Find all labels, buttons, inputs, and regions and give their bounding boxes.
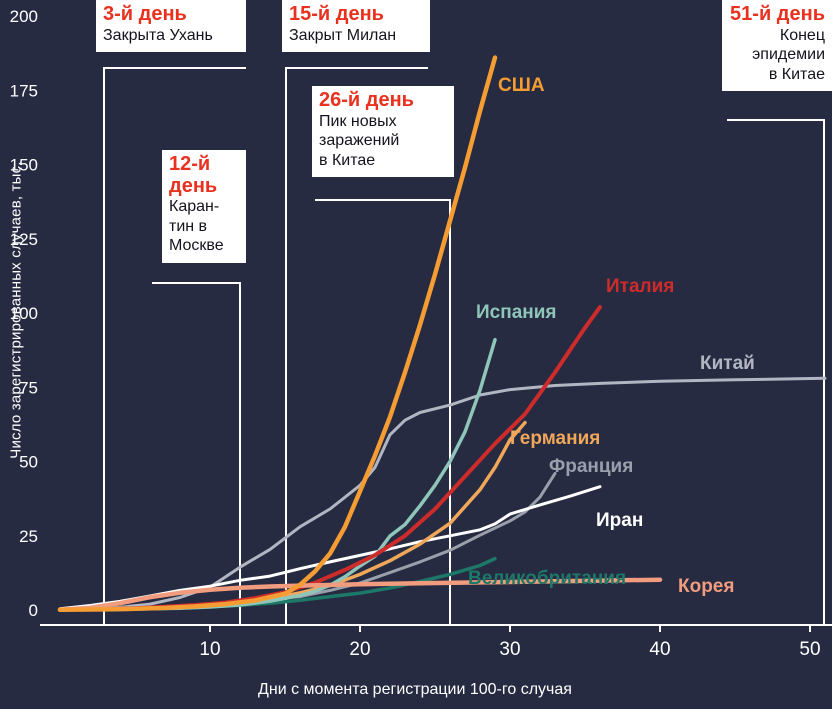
annotation-text: в Китае bbox=[319, 151, 376, 169]
annotation-bracket-day-12 bbox=[152, 282, 241, 624]
series-line-usa bbox=[57, 55, 498, 612]
y-tick-label: 125 bbox=[10, 230, 38, 249]
annotation-title: 26-й день bbox=[319, 89, 414, 111]
series-label-uk: Великобритания bbox=[468, 568, 627, 589]
y-tick-label: 100 bbox=[10, 304, 38, 323]
annotation-title: 51-й день bbox=[730, 3, 825, 25]
annotation-title: день bbox=[169, 174, 218, 197]
series-label-germany: Германия bbox=[510, 428, 601, 449]
y-tick-label: 50 bbox=[19, 453, 38, 472]
y-tick-label: 200 bbox=[10, 7, 38, 26]
annotation-day-3: 3-й день Закрыта Ухань bbox=[96, 0, 246, 53]
annotation-text: эпидемии bbox=[752, 46, 825, 64]
y-axis-title: Число зарегистрированных случаев, тыс. bbox=[7, 161, 25, 459]
annotation-text: тин в bbox=[169, 217, 208, 235]
series-label-china: Китай bbox=[700, 353, 755, 374]
x-tick-label: 30 bbox=[499, 639, 520, 660]
series-line-spain bbox=[58, 337, 497, 612]
y-tick-label: 150 bbox=[10, 156, 38, 175]
annotation-day-12: 12-й день Каран-тин в Москве bbox=[162, 150, 246, 263]
annotation-text: заражений bbox=[319, 132, 400, 150]
series-label-korea: Корея bbox=[678, 576, 735, 597]
y-tick-label: 0 bbox=[29, 601, 38, 620]
series-label-france: Франция bbox=[549, 456, 634, 477]
series-label-spain: Испания bbox=[476, 302, 557, 323]
annotation-text: Пик новых bbox=[319, 112, 397, 130]
y-tick-label: 75 bbox=[19, 378, 38, 397]
annotation-text: Каран- bbox=[169, 198, 220, 216]
annotation-bracket-day-51 bbox=[727, 119, 825, 624]
annotation-title: 3-й день bbox=[103, 3, 187, 25]
annotation-text: в Китае bbox=[768, 65, 825, 83]
annotation-day-15: 15-й день Закрыт Милан bbox=[282, 0, 430, 53]
y-tick-label: 175 bbox=[10, 81, 38, 100]
x-tick-label: 20 bbox=[349, 639, 370, 660]
annotation-day-51: 51-й день Конец эпидемии в Китае bbox=[722, 0, 832, 92]
annotation-day-26: 26-й день Пик новых заражений в Китае bbox=[312, 86, 454, 178]
annotation-text: Закрыта Ухань bbox=[103, 26, 213, 44]
series-line-italy bbox=[58, 305, 602, 612]
y-tick-label: 25 bbox=[19, 527, 38, 546]
x-tick-label: 10 bbox=[199, 639, 220, 660]
annotation-title: 12-й bbox=[169, 153, 211, 175]
series-label-italy: Италия bbox=[606, 276, 675, 297]
annotation-bracket-day-26 bbox=[315, 199, 451, 624]
series-line-korea bbox=[57, 577, 663, 612]
annotation-text: Закрыт Милан bbox=[289, 26, 397, 44]
series-label-iran: Иран bbox=[596, 510, 644, 531]
annotation-text: Конец bbox=[779, 26, 825, 44]
annotation-bracket-day-15 bbox=[285, 67, 428, 624]
series-label-usa: США bbox=[498, 75, 545, 96]
x-tick-label: 40 bbox=[649, 639, 670, 660]
series-line-china bbox=[58, 376, 827, 612]
annotation-text: Москве bbox=[169, 237, 224, 255]
x-axis-title: Дни с момента регистрации 100-го случая bbox=[258, 681, 572, 698]
x-tick-label: 50 bbox=[799, 639, 820, 660]
annotation-bracket-day-3 bbox=[103, 67, 246, 624]
annotation-title: 15-й день bbox=[289, 3, 384, 25]
